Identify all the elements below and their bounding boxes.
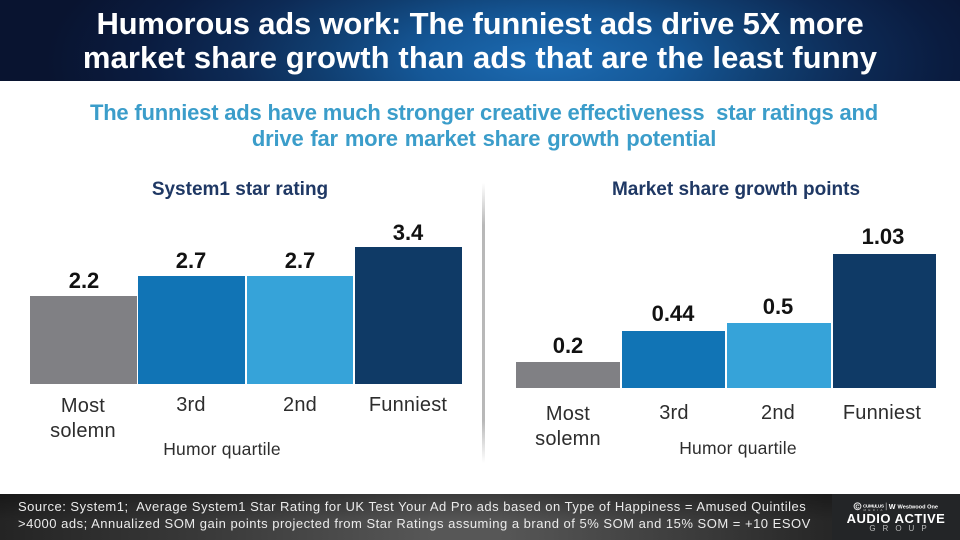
svg-text:CUMULUS: CUMULUS (863, 503, 884, 508)
svg-text:M E D I A: M E D I A (864, 508, 884, 512)
svg-text:C: C (855, 504, 860, 510)
svg-text:Westwood One: Westwood One (898, 505, 939, 511)
svg-text:W: W (889, 502, 896, 511)
